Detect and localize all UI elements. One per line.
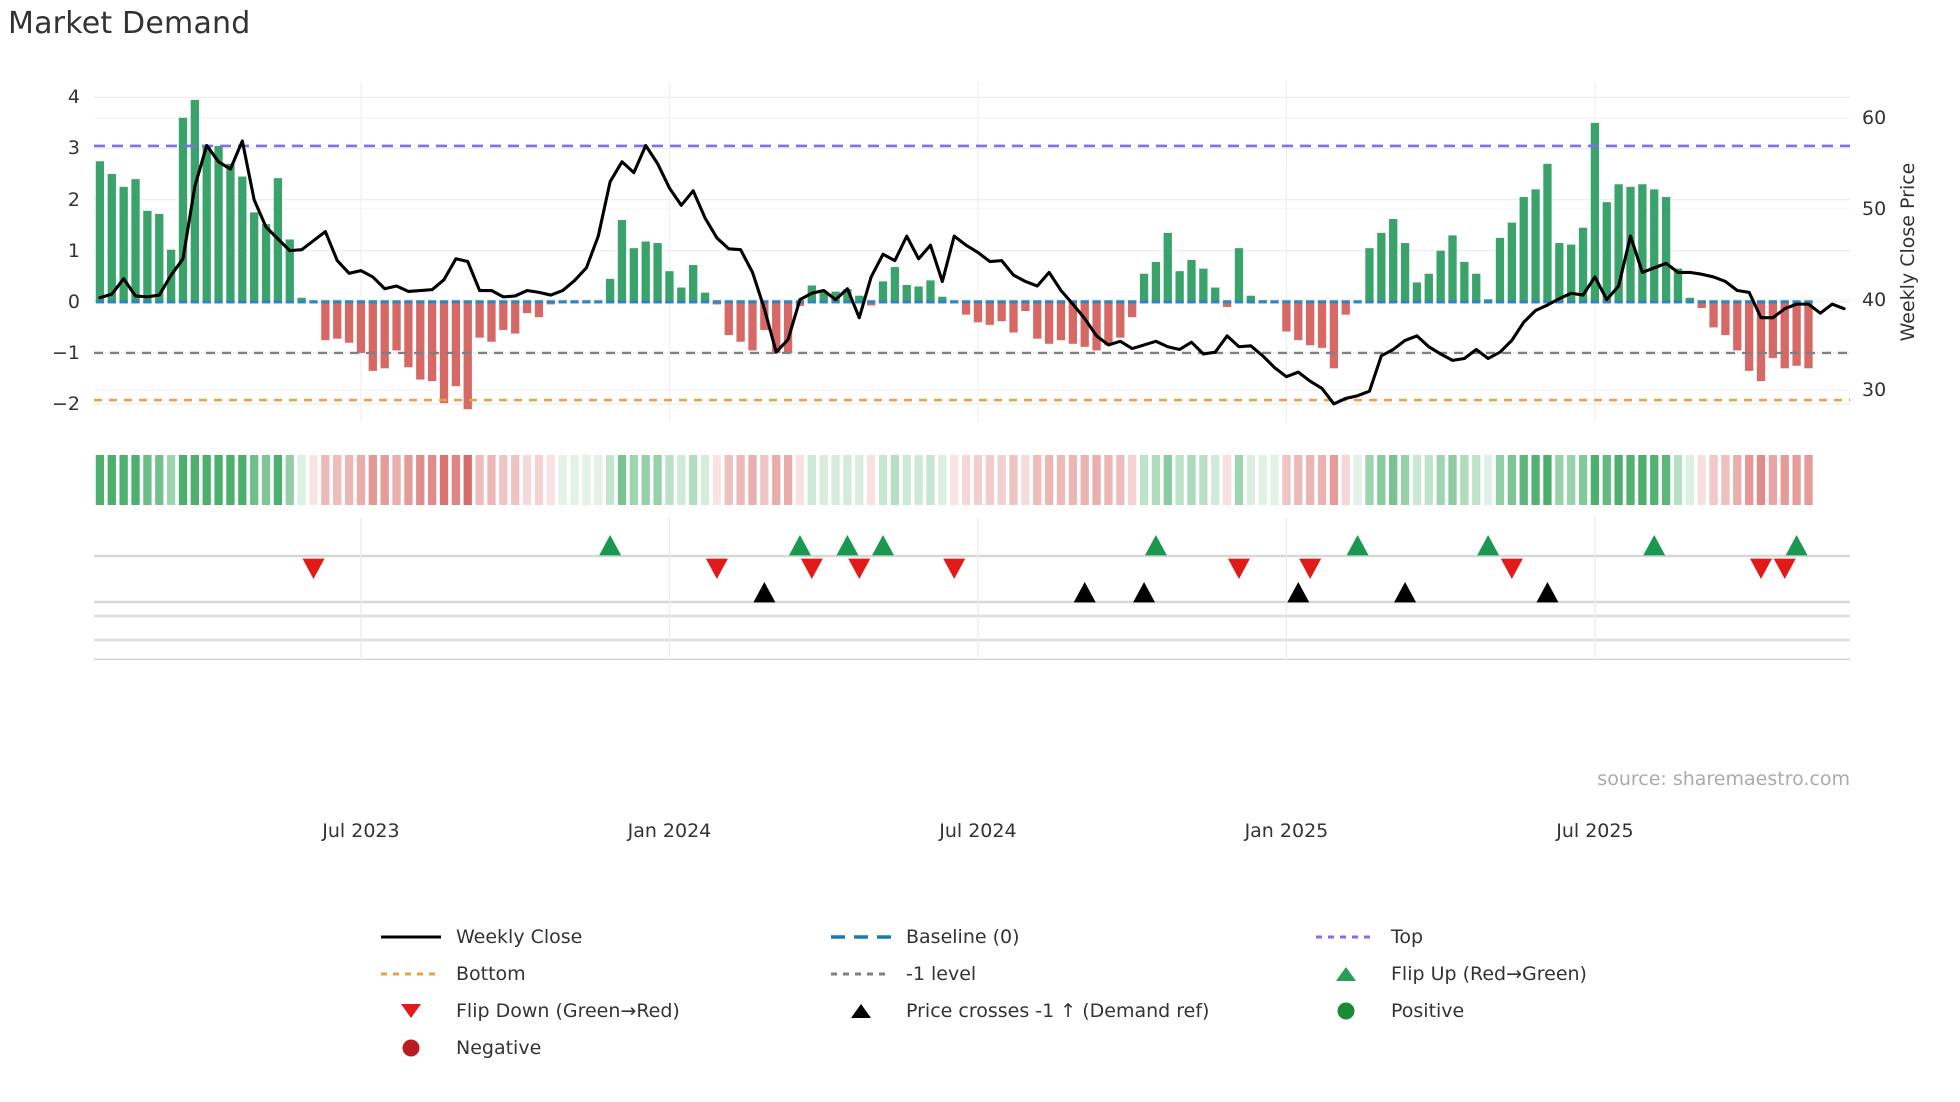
y-tick-left: −1	[51, 341, 80, 364]
x-tick: Jul 2023	[322, 820, 400, 842]
legend-key	[380, 965, 442, 983]
sentiment-heat-strip	[94, 455, 1850, 505]
y-axis-right-label: Weekly Close Price	[1897, 162, 1919, 342]
legend-item[interactable]: Negative	[380, 1037, 830, 1059]
x-tick: Jul 2024	[939, 820, 1017, 842]
triangle-up-green-icon	[1336, 967, 1356, 981]
legend-label: Weekly Close	[456, 926, 583, 948]
legend-item[interactable]: Flip Up (Red→Green)	[1315, 963, 1720, 985]
line-dashed-blue-icon	[831, 935, 891, 939]
legend-label: Flip Down (Green→Red)	[456, 1000, 680, 1022]
y-tick-left: −2	[51, 393, 80, 416]
legend-key	[830, 965, 892, 983]
line-dotted-orange-icon	[381, 972, 441, 976]
legend-item[interactable]: Bottom	[380, 963, 830, 985]
legend-item[interactable]: Flip Down (Green→Red)	[380, 1000, 830, 1022]
legend-item[interactable]: Baseline (0)	[830, 926, 1315, 948]
triangle-down-red-icon	[401, 1004, 421, 1018]
legend-label: -1 level	[906, 963, 977, 985]
legend-item[interactable]: Positive	[1315, 1000, 1720, 1022]
legend-key	[1315, 928, 1377, 946]
triangle-up-black-icon	[851, 1004, 871, 1018]
source-label: source: sharemaestro.com	[1597, 768, 1850, 790]
circle-red-icon	[402, 1039, 420, 1057]
legend-key	[1315, 965, 1377, 983]
legend-key	[830, 928, 892, 946]
legend-item[interactable]: Weekly Close	[380, 926, 830, 948]
lower-axis-lines	[94, 600, 1850, 668]
legend-key	[380, 1039, 442, 1057]
y-tick-left: 1	[67, 239, 80, 262]
legend-label: Negative	[456, 1037, 542, 1059]
y-tick-right: 30	[1862, 379, 1887, 402]
chart-legend: Weekly Close Baseline (0) Top Bottom -1 leve…	[380, 926, 1720, 1059]
chart-title: Market Demand	[8, 6, 251, 41]
legend-label: Flip Up (Red→Green)	[1391, 963, 1587, 985]
legend-key	[380, 1002, 442, 1020]
line-dotted-gray-icon	[831, 972, 891, 976]
legend-label: Positive	[1391, 1000, 1465, 1022]
legend-key	[1315, 1002, 1377, 1020]
legend-item[interactable]: -1 level	[830, 963, 1315, 985]
main-plot-area	[94, 82, 1850, 422]
legend-label: Bottom	[456, 963, 526, 985]
y-tick-right: 40	[1862, 288, 1887, 311]
x-tick: Jan 2024	[627, 820, 712, 842]
legend-label: Baseline (0)	[906, 926, 1020, 948]
y-tick-left: 3	[67, 137, 80, 160]
demand-price-chart	[94, 82, 1850, 422]
legend-label: Top	[1391, 926, 1424, 948]
y-tick-left: 4	[67, 86, 80, 109]
legend-key	[830, 1002, 892, 1020]
y-tick-right: 60	[1862, 107, 1887, 130]
line-dotted-purple-icon	[1316, 935, 1376, 939]
y-tick-right: 50	[1862, 197, 1887, 220]
legend-item[interactable]: Top	[1315, 926, 1720, 948]
circle-green-icon	[1337, 1002, 1355, 1020]
x-tick: Jul 2025	[1556, 820, 1634, 842]
legend-item[interactable]: Price crosses -1 ↑ (Demand ref)	[830, 1000, 1315, 1022]
y-tick-left: 2	[67, 188, 80, 211]
y-tick-left: 0	[67, 290, 80, 313]
legend-key	[380, 928, 442, 946]
legend-label: Price crosses -1 ↑ (Demand ref)	[906, 1000, 1210, 1022]
flip-marker-row	[94, 518, 1850, 593]
line-solid-black-icon	[381, 935, 441, 939]
x-tick: Jan 2025	[1244, 820, 1329, 842]
